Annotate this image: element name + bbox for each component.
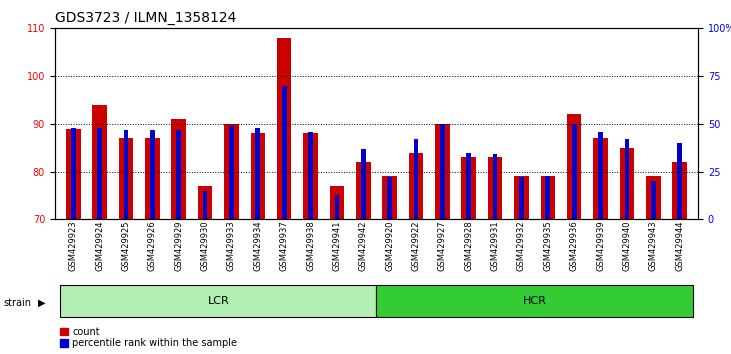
Bar bbox=[651, 181, 656, 219]
Bar bbox=[172, 119, 186, 219]
Bar bbox=[330, 186, 344, 219]
Bar bbox=[466, 153, 471, 219]
Bar bbox=[387, 177, 392, 219]
Bar bbox=[488, 157, 502, 219]
Text: GSM429935: GSM429935 bbox=[543, 221, 553, 271]
Bar bbox=[567, 114, 581, 219]
Legend: count, percentile rank within the sample: count, percentile rank within the sample bbox=[60, 327, 238, 348]
Text: GSM429929: GSM429929 bbox=[174, 221, 183, 271]
Bar bbox=[382, 176, 397, 219]
Bar bbox=[118, 138, 133, 219]
Bar bbox=[229, 126, 234, 219]
Text: GSM429927: GSM429927 bbox=[438, 221, 447, 271]
Bar bbox=[176, 130, 181, 219]
Bar bbox=[646, 176, 661, 219]
Bar bbox=[97, 128, 102, 219]
Bar bbox=[335, 195, 339, 219]
Bar bbox=[514, 176, 529, 219]
Bar bbox=[678, 143, 682, 219]
Text: GSM429936: GSM429936 bbox=[569, 221, 579, 272]
Text: GSM429920: GSM429920 bbox=[385, 221, 394, 271]
Bar bbox=[198, 186, 212, 219]
Text: GSM429944: GSM429944 bbox=[675, 221, 684, 271]
Bar bbox=[255, 128, 260, 219]
Bar bbox=[224, 124, 239, 219]
Text: GDS3723 / ILMN_1358124: GDS3723 / ILMN_1358124 bbox=[55, 11, 236, 24]
Text: GSM429931: GSM429931 bbox=[491, 221, 499, 271]
Bar bbox=[303, 133, 318, 219]
Bar bbox=[92, 105, 107, 219]
Bar bbox=[545, 176, 550, 219]
Text: LCR: LCR bbox=[208, 296, 229, 306]
Text: strain: strain bbox=[4, 298, 31, 308]
Bar bbox=[71, 128, 75, 219]
Text: GSM429937: GSM429937 bbox=[280, 221, 289, 272]
Bar bbox=[356, 162, 371, 219]
Text: GSM429925: GSM429925 bbox=[121, 221, 131, 271]
Text: GSM429934: GSM429934 bbox=[254, 221, 262, 271]
Text: ▶: ▶ bbox=[38, 298, 45, 308]
Bar bbox=[435, 124, 450, 219]
Bar bbox=[440, 124, 444, 219]
Bar bbox=[414, 139, 418, 219]
Bar bbox=[673, 162, 687, 219]
Bar bbox=[202, 191, 208, 219]
Text: GSM429943: GSM429943 bbox=[649, 221, 658, 271]
Bar bbox=[277, 38, 292, 219]
Bar bbox=[251, 133, 265, 219]
Text: GSM429942: GSM429942 bbox=[359, 221, 368, 271]
Bar bbox=[60, 285, 376, 317]
Bar bbox=[145, 138, 159, 219]
Text: GSM429941: GSM429941 bbox=[333, 221, 341, 271]
Text: GSM429932: GSM429932 bbox=[517, 221, 526, 271]
Bar bbox=[66, 129, 80, 219]
Bar bbox=[519, 177, 524, 219]
Bar bbox=[493, 154, 498, 219]
Bar bbox=[124, 130, 129, 219]
Bar bbox=[282, 86, 287, 219]
Bar bbox=[598, 132, 603, 219]
Text: GSM429939: GSM429939 bbox=[596, 221, 605, 271]
Text: GSM429928: GSM429928 bbox=[464, 221, 473, 271]
Bar bbox=[361, 149, 366, 219]
Bar bbox=[620, 148, 635, 219]
Text: GSM429940: GSM429940 bbox=[622, 221, 632, 271]
Text: GSM429926: GSM429926 bbox=[148, 221, 157, 271]
Text: GSM429922: GSM429922 bbox=[412, 221, 420, 271]
Text: GSM429933: GSM429933 bbox=[227, 221, 236, 272]
Text: GSM429923: GSM429923 bbox=[69, 221, 77, 271]
Text: GSM429930: GSM429930 bbox=[200, 221, 210, 271]
Text: GSM429924: GSM429924 bbox=[95, 221, 104, 271]
Bar bbox=[150, 130, 155, 219]
Bar bbox=[376, 285, 693, 317]
Bar bbox=[541, 176, 555, 219]
Text: GSM429938: GSM429938 bbox=[306, 221, 315, 272]
Bar bbox=[409, 153, 423, 219]
Bar bbox=[461, 157, 476, 219]
Bar bbox=[308, 132, 313, 219]
Bar bbox=[572, 124, 577, 219]
Text: HCR: HCR bbox=[523, 296, 547, 306]
Bar bbox=[624, 139, 629, 219]
Bar bbox=[594, 138, 607, 219]
